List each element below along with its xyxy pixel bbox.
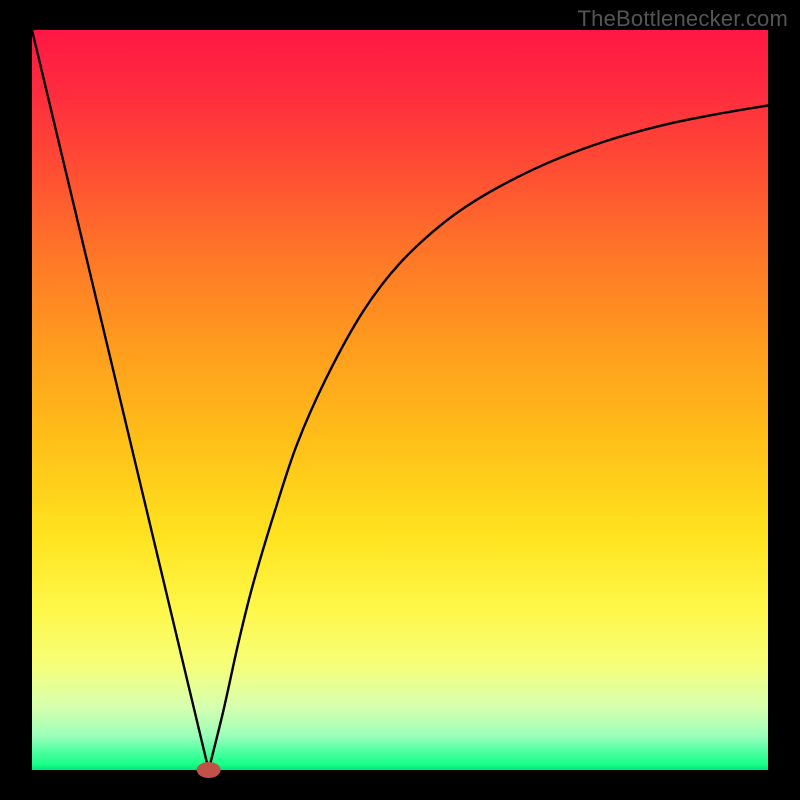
watermark-text: TheBottlenecker.com bbox=[578, 6, 788, 32]
bottleneck-chart bbox=[0, 0, 800, 800]
plot-background-gradient bbox=[32, 30, 768, 770]
optimal-point-marker bbox=[197, 762, 221, 778]
chart-container: TheBottlenecker.com bbox=[0, 0, 800, 800]
